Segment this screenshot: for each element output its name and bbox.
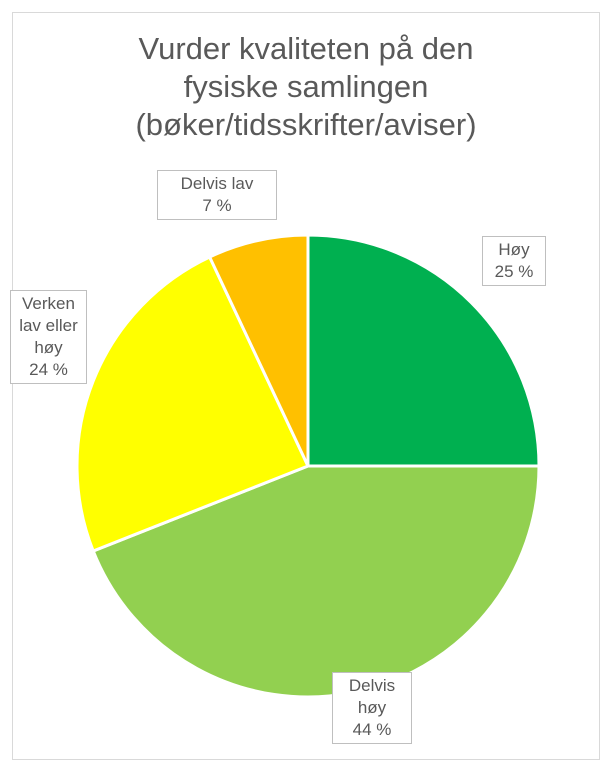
pie-slice — [306, 233, 541, 468]
label-value: 44 % — [352, 720, 392, 739]
data-label: Delvis høy 44 % — [332, 672, 412, 744]
label-category: Verken lav eller høy — [19, 294, 78, 357]
data-label: Høy 25 % — [482, 236, 546, 286]
data-label: Verken lav eller høy 24 % — [10, 290, 87, 384]
label-category: Høy — [498, 240, 530, 259]
chart-title: (bøker/tidsskrifter/aviser) — [135, 107, 477, 142]
pie-slice — [207, 233, 310, 467]
chart-title: fysiske samlingen — [183, 69, 429, 104]
chart-title: Vurder kvaliteten på den — [138, 31, 474, 66]
label-value: 24 % — [29, 360, 68, 379]
pie-slice — [75, 254, 311, 553]
data-label: Delvis lav 7 % — [157, 170, 277, 220]
label-value: 7 % — [202, 196, 232, 215]
label-category: Delvis høy — [348, 676, 396, 717]
label-category: Delvis lav — [180, 174, 254, 193]
label-value: 25 % — [494, 262, 534, 281]
